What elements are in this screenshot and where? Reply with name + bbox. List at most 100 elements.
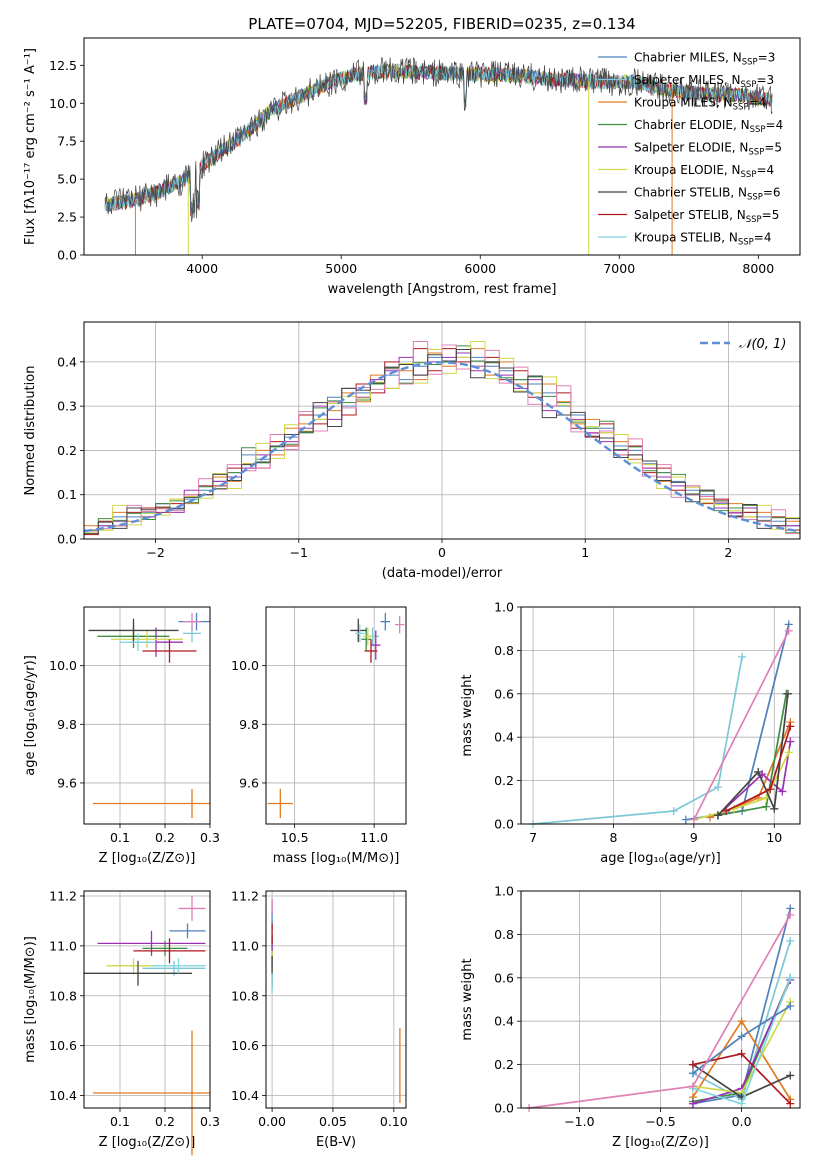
massweight-point [783,689,792,698]
massweight-point [688,1069,697,1078]
massweight-vs-age-xlabel: age [log₁₀(age/yr)] [600,851,721,866]
residuals-ytick-label: 0.0 [57,532,77,547]
residuals-ylabel: Normed distribution [23,366,38,496]
residuals-xtick-label: 2 [724,545,732,560]
mass-vs-extinction-ytick-label: 11.2 [231,888,259,903]
legend-nssp: =4 [754,231,772,245]
age-vs-mass-xtick-label: 10.5 [281,830,309,845]
mass-vs-metallicity-xtick-label: 0.2 [155,1114,175,1129]
chart-layer: 4000 5000 6000 7000 80000.02.55.07.510.012.5… [23,37,801,1156]
figure-title: PLATE=0704, MJD=52205, FIBERID=0235, z=0… [248,15,635,33]
residuals-xtick-label: 1 [581,545,589,560]
mass-vs-metallicity-ytick-label: 11.2 [49,888,77,903]
massweight-point [669,806,678,815]
legend-subscript: SSP [747,193,763,203]
massweight-point [784,626,793,635]
mass-vs-extinction-panel: 0.00 0.05 0.10 10.4 10.6 10.8 11.0 11.2 E(B-V) [231,888,408,1150]
massweight-vs-age-ytick-label: 1.0 [494,600,514,615]
legend-nssp: =5 [762,208,780,222]
age-vs-metallicity-ytick-label: 9.6 [57,775,77,790]
spectrum-xtick-label: 4000 [186,261,218,276]
massweight-vs-age-ytick-label: 0.4 [494,730,514,745]
spectrum-ytick-label: 2.5 [57,210,77,225]
age-vs-metallicity-xtick-label: 0.2 [155,830,175,845]
age-vs-mass-ytick-label: 9.6 [239,775,259,790]
residuals-xtick-label: −1 [290,545,308,560]
mass-vs-extinction-xlabel: E(B-V) [316,1135,356,1150]
massweight-series-line [685,624,790,821]
massweight-vs-age-xtick-label: 10 [766,830,782,845]
residuals-xlabel: (data-model)/error [382,566,503,581]
gaussian-legend-label: 𝒩(0, 1) [739,337,786,352]
mass-vs-metallicity-frame [83,890,211,1109]
massweight-point [786,910,795,919]
mass-vs-extinction-xtick-label: 0.00 [258,1114,286,1129]
spectrum-frame [83,37,801,256]
massweight-point [762,802,771,811]
massweight-point [722,806,731,815]
legend-subscript: SSP [733,103,749,113]
massweight-vs-metallicity-ytick-label: 0.0 [494,1101,514,1116]
legend-nssp: =4 [766,118,784,132]
legend-label: Chabrier ELODIE, NSSP=4 [634,118,783,135]
massweight-point [713,783,722,792]
spectrum-xlabel: wavelength [Angstrom, rest frame] [328,282,557,297]
age-vs-mass-xlabel: mass [log₁₀(M/M⊙)] [273,851,400,866]
legend-label: Kroupa ELODIE, NSSP=4 [634,163,774,180]
legend-nssp: =5 [764,141,782,155]
mass-vs-extinction-frame [265,890,407,1109]
spectrum-ytick-label: 5.0 [57,172,77,187]
histogram-series-step [83,340,800,539]
massweight-point [688,1082,697,1091]
massweight-series-line [533,656,743,825]
massweight-vs-metallicity-ytick-label: 1.0 [494,884,514,899]
age-vs-mass-ytick-label: 10.0 [231,658,259,673]
residuals-xtick-label: −2 [146,545,164,560]
age-vs-mass-panel: 10.5 11.0 9.6 9.8 10.0 mass [log₁₀(M/M⊙)] [231,606,407,866]
spectrum-ytick-label: 10.0 [49,96,77,111]
massweight-vs-age-lines [529,620,795,828]
mass-vs-metallicity-ytick-label: 10.4 [49,1088,77,1103]
massweight-vs-metallicity-frame [520,890,801,1109]
massweight-point [786,1099,795,1108]
massweight-point [737,1017,746,1026]
legend-nssp: =3 [756,73,774,87]
age-vs-metallicity-ytick-label: 10.0 [49,658,77,673]
age-vs-mass-ytick-label: 9.8 [239,717,259,732]
spectrum-xtick-label: 5000 [325,261,357,276]
mass-vs-extinction-ytick-label: 10.6 [231,1038,259,1053]
massweight-vs-metallicity-xtick-label: 0.0 [732,1114,752,1129]
massweight-vs-age-ytick-label: 0.6 [494,686,514,701]
massweight-point [754,767,763,776]
legend-subscript: SSP [738,238,754,248]
massweight-point [689,815,698,824]
age-vs-metallicity-ytick-label: 9.8 [57,717,77,732]
massweight-point [786,1071,795,1080]
legend-label: Salpeter ELODIE, NSSP=5 [634,141,782,158]
mass-vs-extinction-xtick-label: 0.10 [380,1114,408,1129]
massweight-vs-age-ytick-label: 0.0 [494,817,514,832]
age-vs-metallicity-panel: 0.1 0.2 0.3 9.6 9.8 10.0 Z [log₁₀(Z/Z⊙)] age [l… [23,606,220,866]
mass-vs-metallicity-ylabel: mass [log₁₀(M/M⊙)] [23,936,38,1063]
mass-vs-extinction-ytick-label: 10.4 [231,1088,259,1103]
massweight-point [786,973,795,982]
massweight-vs-metallicity-panel: −1.0 −0.5 0.0 0.0 0.2 0.4 0.6 0.8 1.0 Z [log₁₀(Z/… [460,884,801,1150]
spectrum-lines [104,57,773,255]
spectrum-xtick-label: 8000 [742,261,774,276]
massweight-point [786,1002,795,1011]
legend-subscript: SSP [742,58,758,68]
legend-label: Salpeter MILES, NSSP=3 [634,73,774,90]
spectrum-series-line [104,57,773,222]
massweight-point [688,1060,697,1069]
massweight-vs-metallicity-ytick-label: 0.8 [494,927,514,942]
massweight-point [770,804,779,813]
massweight-point [738,652,747,661]
age-vs-mass-frame [265,606,407,825]
massweight-vs-age-xtick-label: 8 [609,830,617,845]
age-vs-metallicity-ylabel: age [log₁₀(age/yr)] [23,655,38,776]
massweight-vs-age-frame [520,606,801,825]
massweight-vs-age-xtick-label: 9 [690,830,698,845]
massweight-point [786,737,795,746]
age-vs-metallicity-xtick-label: 0.1 [110,830,130,845]
